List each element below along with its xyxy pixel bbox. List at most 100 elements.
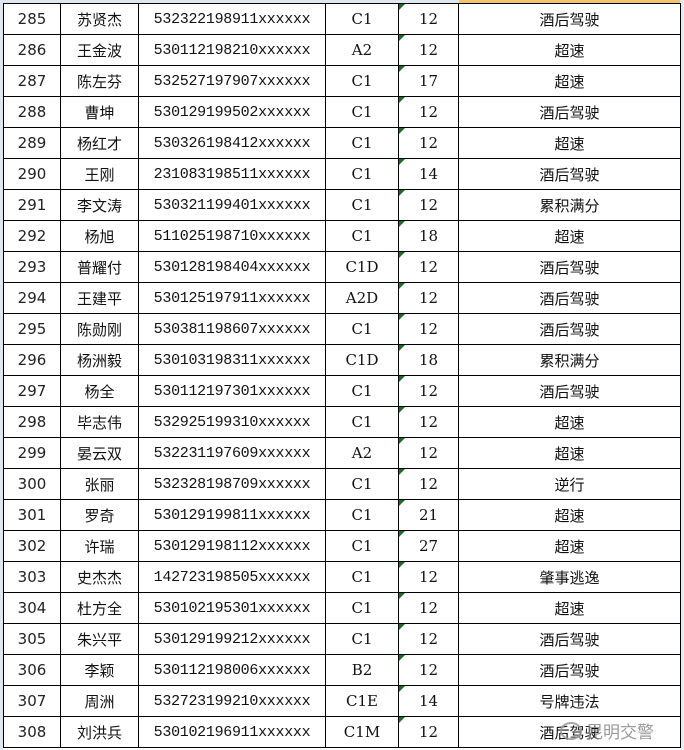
row-number-cell[interactable]: 302 [3,530,61,562]
violation-cell[interactable]: 超速 [458,65,681,97]
id-number-cell[interactable]: 532322198911xxxxxx [138,3,326,35]
points-cell[interactable]: 12 [398,34,459,66]
name-cell[interactable]: 杨全 [60,375,139,407]
points-cell[interactable]: 14 [398,685,459,717]
points-cell[interactable]: 18 [398,344,459,376]
row-number-cell[interactable]: 286 [3,34,61,66]
violation-cell[interactable]: 酒后驾驶 [458,654,681,686]
name-cell[interactable]: 王刚 [60,158,139,190]
violation-cell[interactable]: 酒后驾驶 [458,96,681,128]
id-number-cell[interactable]: 530129199811xxxxxx [138,499,326,531]
violation-cell[interactable]: 酒后驾驶 [458,375,681,407]
row-number-cell[interactable]: 295 [3,313,61,345]
violation-cell[interactable]: 超速 [458,499,681,531]
points-cell[interactable]: 18 [398,220,459,252]
row-number-cell[interactable]: 291 [3,189,61,221]
row-number-cell[interactable]: 308 [3,716,61,748]
name-cell[interactable]: 李文涛 [60,189,139,221]
license-class-cell[interactable]: C1 [325,313,399,345]
violation-cell[interactable]: 超速 [458,127,681,159]
name-cell[interactable]: 普耀付 [60,251,139,283]
points-cell[interactable]: 12 [398,654,459,686]
violation-cell[interactable]: 酒后驾驶 [458,623,681,655]
id-number-cell[interactable]: 530326198412xxxxxx [138,127,326,159]
name-cell[interactable]: 苏贤杰 [60,3,139,35]
license-class-cell[interactable]: C1 [325,623,399,655]
id-number-cell[interactable]: 530102195301xxxxxx [138,592,326,624]
name-cell[interactable]: 陈左芬 [60,65,139,97]
violation-cell[interactable]: 酒后驾驶 [458,282,681,314]
name-cell[interactable]: 杨红才 [60,127,139,159]
id-number-cell[interactable]: 530112197301xxxxxx [138,375,326,407]
id-number-cell[interactable]: 231083198511xxxxxx [138,158,326,190]
points-cell[interactable]: 12 [398,623,459,655]
name-cell[interactable]: 毕志伟 [60,406,139,438]
violation-cell[interactable]: 超速 [458,220,681,252]
points-cell[interactable]: 12 [398,468,459,500]
row-number-cell[interactable]: 301 [3,499,61,531]
name-cell[interactable]: 杨旭 [60,220,139,252]
row-number-cell[interactable]: 304 [3,592,61,624]
violation-cell[interactable]: 超速 [458,437,681,469]
id-number-cell[interactable]: 530381198607xxxxxx [138,313,326,345]
violation-cell[interactable]: 酒后驾驶 [458,313,681,345]
violation-cell[interactable]: 超速 [458,530,681,562]
id-number-cell[interactable]: 142723198505xxxxxx [138,561,326,593]
row-number-cell[interactable]: 285 [3,3,61,35]
name-cell[interactable]: 陈勋刚 [60,313,139,345]
id-number-cell[interactable]: 530129199502xxxxxx [138,96,326,128]
points-cell[interactable]: 12 [398,127,459,159]
license-class-cell[interactable]: A2 [325,34,399,66]
points-cell[interactable]: 12 [398,282,459,314]
violation-cell[interactable]: 酒后驾驶 [458,158,681,190]
row-number-cell[interactable]: 293 [3,251,61,283]
row-number-cell[interactable]: 294 [3,282,61,314]
name-cell[interactable]: 史杰杰 [60,561,139,593]
license-class-cell[interactable]: C1 [325,189,399,221]
license-class-cell[interactable]: A2D [325,282,399,314]
points-cell[interactable]: 12 [398,189,459,221]
points-cell[interactable]: 12 [398,3,459,35]
name-cell[interactable]: 李颖 [60,654,139,686]
license-class-cell[interactable]: C1 [325,96,399,128]
violation-cell[interactable]: 超速 [458,592,681,624]
license-class-cell[interactable]: C1M [325,716,399,748]
row-number-cell[interactable]: 296 [3,344,61,376]
row-number-cell[interactable]: 307 [3,685,61,717]
license-class-cell[interactable]: B2 [325,654,399,686]
license-class-cell[interactable]: C1 [325,65,399,97]
license-class-cell[interactable]: C1 [325,375,399,407]
name-cell[interactable]: 曹坤 [60,96,139,128]
row-number-cell[interactable]: 305 [3,623,61,655]
id-number-cell[interactable]: 530125197911xxxxxx [138,282,326,314]
name-cell[interactable]: 杨洲毅 [60,344,139,376]
name-cell[interactable]: 张丽 [60,468,139,500]
violation-cell[interactable]: 肇事逃逸 [458,561,681,593]
row-number-cell[interactable]: 303 [3,561,61,593]
id-number-cell[interactable]: 511025198710xxxxxx [138,220,326,252]
violation-cell[interactable]: 超速 [458,406,681,438]
license-class-cell[interactable]: C1 [325,499,399,531]
name-cell[interactable]: 朱兴平 [60,623,139,655]
points-cell[interactable]: 12 [398,313,459,345]
license-class-cell[interactable]: C1E [325,685,399,717]
row-number-cell[interactable]: 288 [3,96,61,128]
name-cell[interactable]: 罗奇 [60,499,139,531]
license-class-cell[interactable]: C1 [325,530,399,562]
id-number-cell[interactable]: 530102196911xxxxxx [138,716,326,748]
license-class-cell[interactable]: C1 [325,592,399,624]
scrollbar-edge[interactable] [681,0,684,750]
license-class-cell[interactable]: C1 [325,561,399,593]
name-cell[interactable]: 晏云双 [60,437,139,469]
name-cell[interactable]: 许瑞 [60,530,139,562]
points-cell[interactable]: 17 [398,65,459,97]
row-number-cell[interactable]: 306 [3,654,61,686]
points-cell[interactable]: 12 [398,96,459,128]
points-cell[interactable]: 12 [398,561,459,593]
license-class-cell[interactable]: C1 [325,3,399,35]
points-cell[interactable]: 12 [398,251,459,283]
name-cell[interactable]: 杜方全 [60,592,139,624]
points-cell[interactable]: 12 [398,406,459,438]
license-class-cell[interactable]: C1D [325,344,399,376]
id-number-cell[interactable]: 532723199210xxxxxx [138,685,326,717]
